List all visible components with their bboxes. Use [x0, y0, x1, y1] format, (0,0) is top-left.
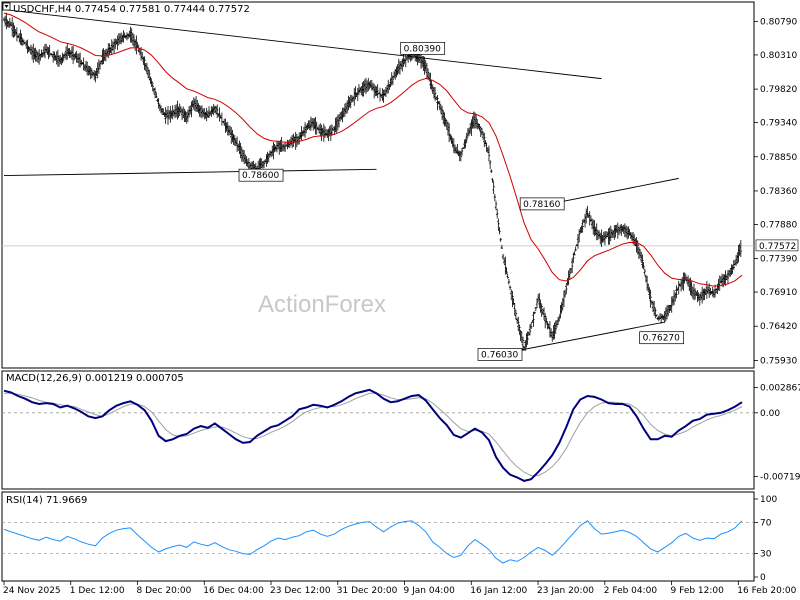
macd-header: MACD(12,26,9) 0.001219 0.000705: [6, 373, 184, 384]
price-tick-label: 0.78850: [760, 153, 797, 163]
trendline: [3, 168, 377, 177]
price-tick-label: 0.80310: [760, 51, 797, 61]
price-annotation-label: 0.80390: [404, 44, 441, 54]
rsi-line: [3, 520, 743, 564]
rsi-tick-label: 0: [760, 573, 766, 583]
time-tick-label: 9 Feb 12:00: [671, 586, 725, 596]
macd-pane-frame: [1, 370, 755, 490]
time-tick-label: 16 Jan 12:00: [470, 586, 527, 596]
price-axis: 0.80790 0.80310 0.79820 0.79340 0.78850 0.783…: [754, 17, 797, 366]
current-price-box: [755, 239, 799, 252]
macd-tick-label: 0.002867: [760, 383, 800, 393]
time-tick-label: 9 Jan 04:00: [404, 586, 456, 596]
price-candles: [2, 12, 743, 351]
time-tick-label: 8 Dec 20:00: [137, 586, 192, 596]
macd-main-line: [3, 388, 743, 482]
price-pane-frame: [1, 1, 755, 369]
macd-tick-label: -0.007196: [760, 472, 800, 482]
price-annotation-box: [477, 348, 523, 361]
macd-pane: 0.002867 0.00 -0.007196: [1, 370, 800, 490]
price-annotation-box: [639, 331, 685, 345]
time-axis: 24 Nov 2025 1 Dec 12:00 8 Dec 20:00 16 Dec …: [3, 581, 797, 596]
time-tick-label: 2 Feb 04:00: [604, 586, 658, 596]
price-annotation-label: 0.78600: [242, 171, 279, 181]
rsi-value-line: [3, 520, 743, 564]
rsi-pane-frame: [1, 491, 755, 582]
current-price-tag: 0.77572: [755, 239, 799, 252]
chart-menu-icon[interactable]: [2, 2, 11, 11]
rsi-pane: 100 70 30 0: [1, 491, 777, 583]
price-tick-label: 0.79820: [760, 85, 797, 95]
price-annotation-box: [519, 197, 565, 211]
rsi-axis: 100 70 30 0: [754, 495, 777, 583]
macd-axis: 0.002867 0.00 -0.007196: [754, 383, 800, 482]
price-tick-label: 0.80790: [760, 17, 797, 27]
macd-tick-label: 0.00: [760, 409, 780, 419]
time-tick-label: 1 Dec 12:00: [70, 586, 125, 596]
time-tick-label: 16 Feb 20:00: [737, 586, 796, 596]
time-tick-label: 23 Dec 12:00: [270, 586, 331, 596]
time-tick-label: 31 Dec 20:00: [337, 586, 398, 596]
rsi-tick-label: 100: [760, 495, 777, 505]
price-tick-label: 0.76910: [760, 288, 797, 298]
price-annotation-label: 0.76030: [481, 350, 518, 360]
price-pane: ActionForex 0.80390 0.78600 0.78160 0.76030…: [1, 1, 799, 369]
moving-average: [3, 12, 743, 287]
price-annotation-label: 0.78160: [523, 200, 560, 210]
time-tick-label: 16 Dec 04:00: [203, 586, 264, 596]
time-tick-label: 24 Nov 2025: [3, 586, 61, 596]
current-price-label: 0.77572: [759, 242, 796, 252]
rsi-tick-label: 70: [760, 518, 772, 528]
rsi-levels: [2, 522, 754, 554]
price-header: USDCHF,H4 0.77454 0.77581 0.77444 0.7757…: [13, 4, 250, 15]
price-annotation-box: [238, 168, 284, 182]
macd-signal-line: [4, 392, 743, 477]
moving-average-line: [3, 12, 743, 287]
watermark: ActionForex: [258, 291, 386, 318]
price-annotation-box: [400, 41, 446, 55]
price-tick-label: 0.79340: [760, 119, 797, 129]
price-tick-label: 0.77390: [760, 255, 797, 265]
price-annotations: 0.80390 0.78600 0.78160 0.76030 0.76270: [238, 41, 685, 361]
trendline: [3, 9, 602, 80]
price-tick-label: 0.77880: [760, 220, 797, 230]
price-tick-label: 0.76420: [760, 322, 797, 332]
price-annotation-label: 0.76270: [643, 334, 680, 344]
time-tick-label: 23 Jan 20:00: [537, 586, 594, 596]
rsi-header: RSI(14) 71.9669: [6, 495, 88, 506]
price-tick-label: 0.78360: [760, 187, 797, 197]
price-tick-label: 0.75930: [760, 356, 797, 366]
rsi-tick-label: 30: [760, 550, 772, 560]
macd-lines: [3, 388, 743, 482]
trendline: [495, 321, 665, 356]
